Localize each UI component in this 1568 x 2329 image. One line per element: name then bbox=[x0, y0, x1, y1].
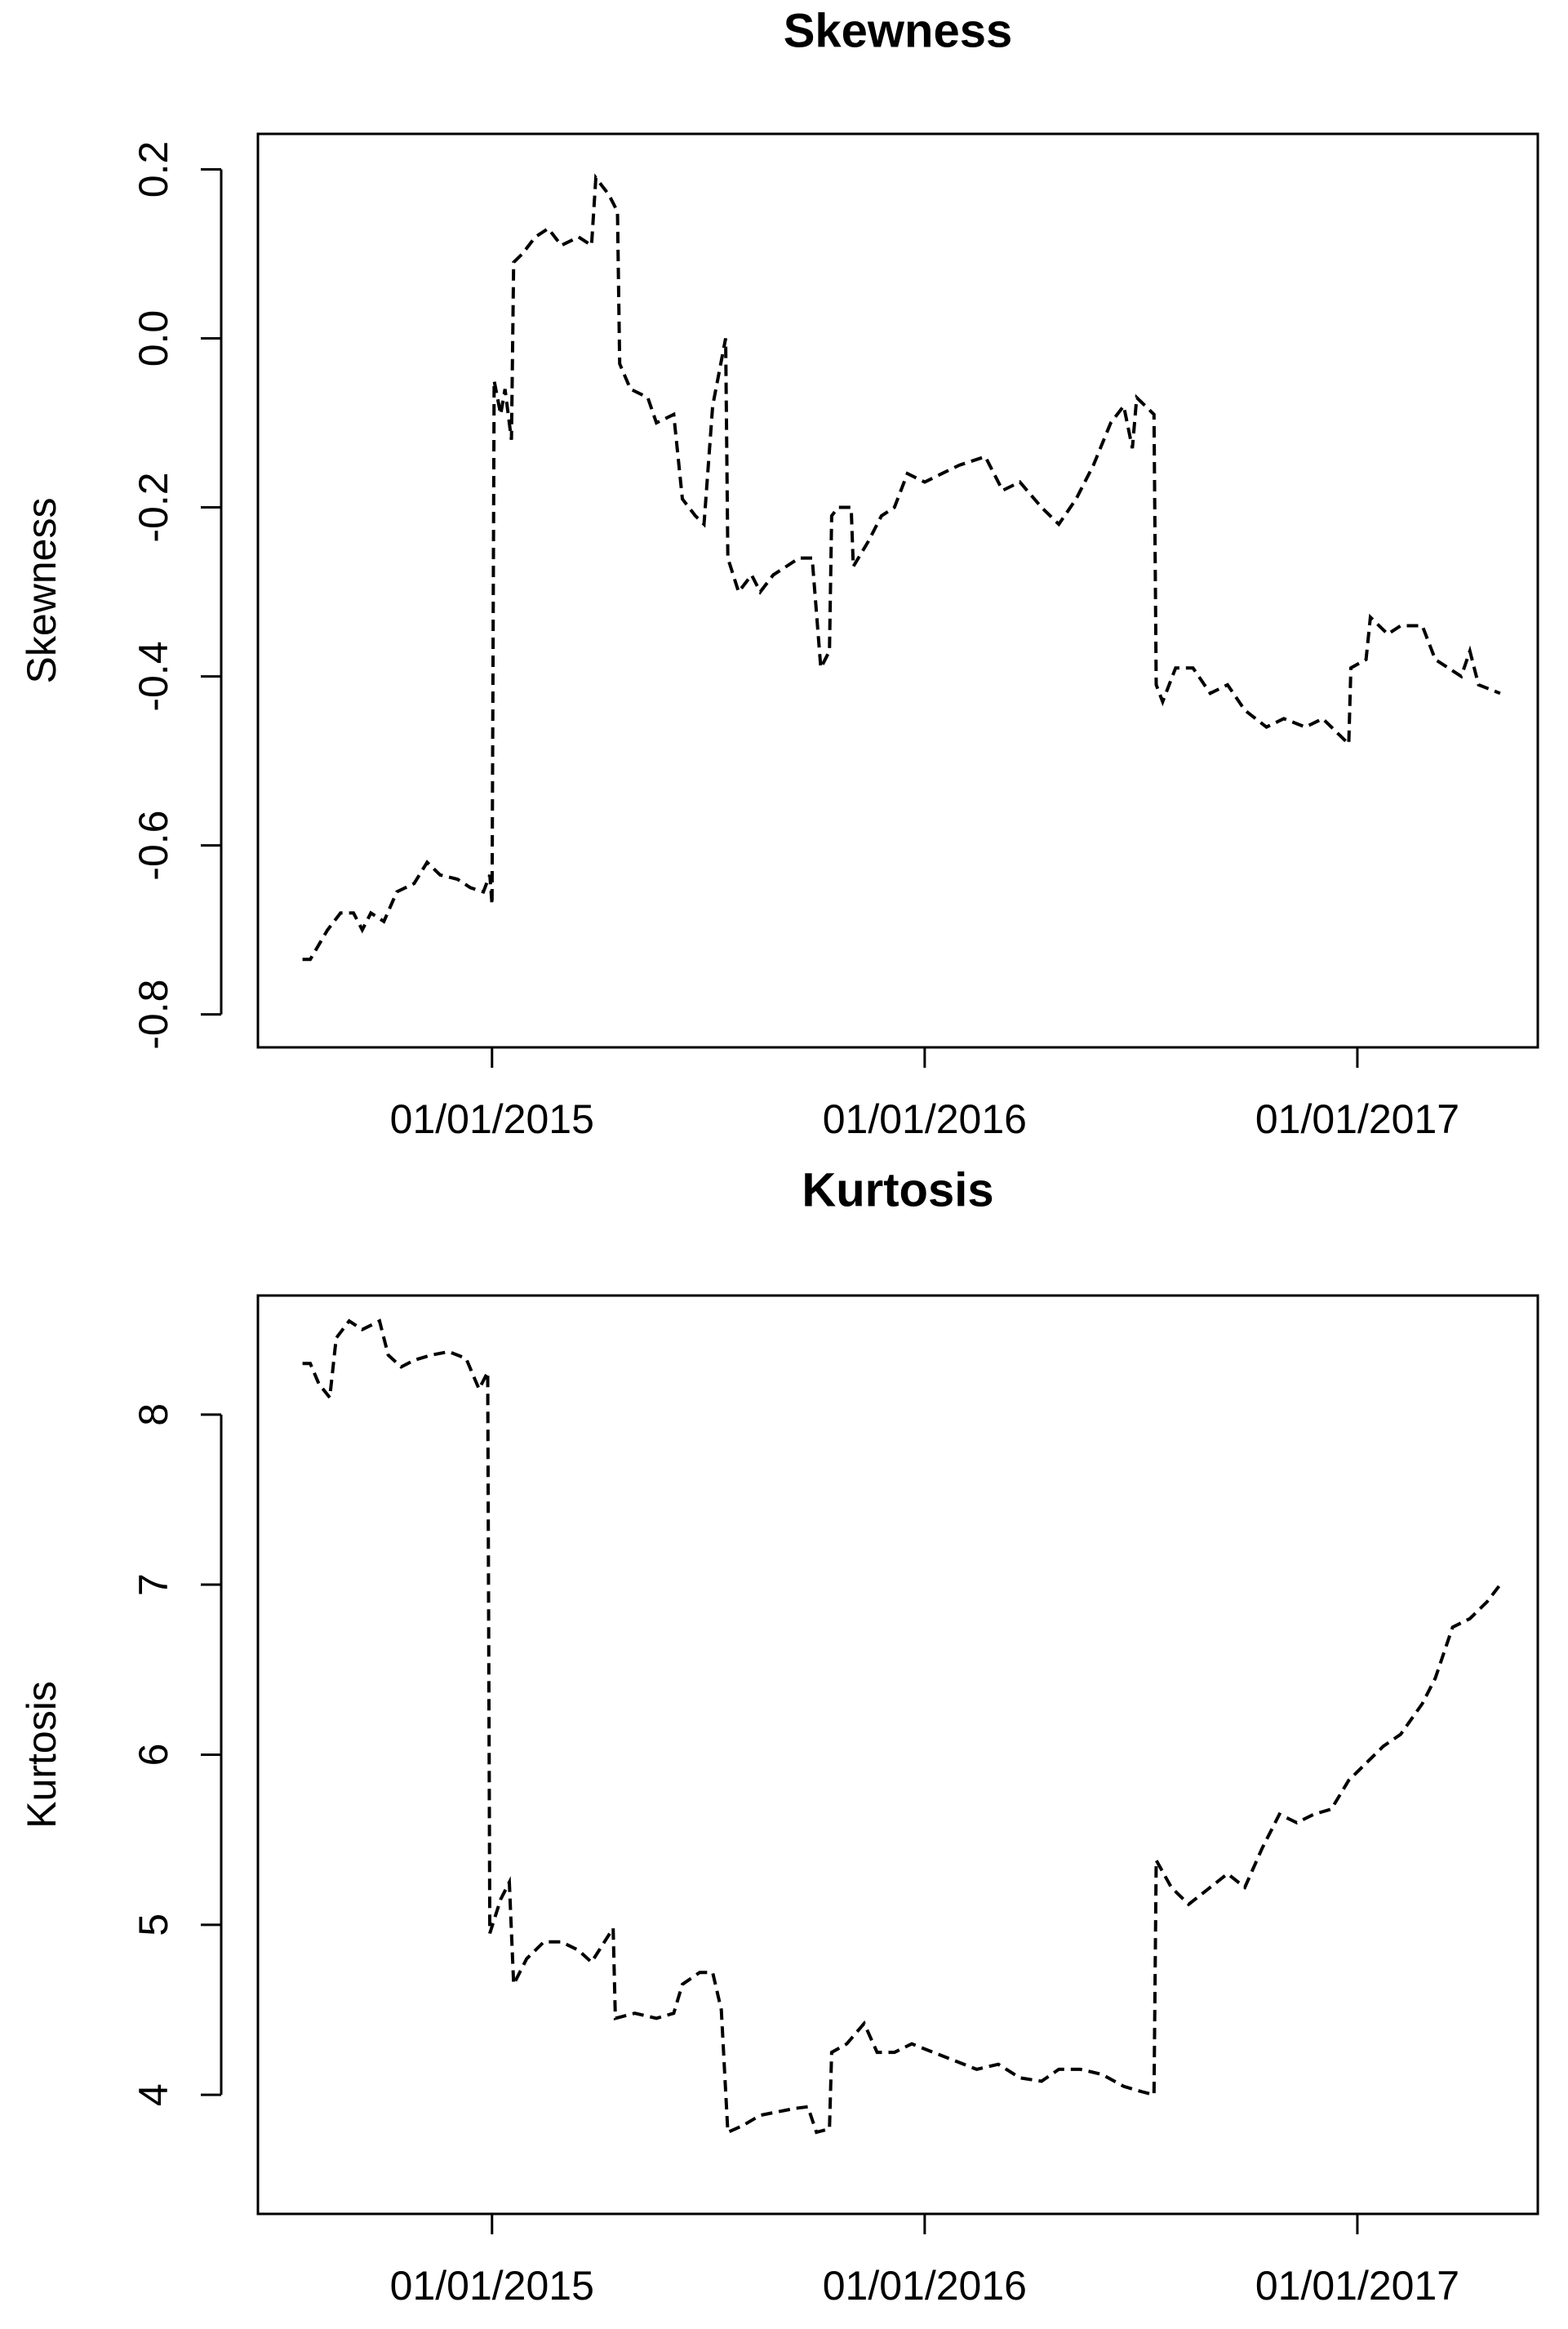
y-tick-label: -0.6 bbox=[131, 811, 176, 881]
y-tick-label: -0.4 bbox=[131, 641, 176, 711]
y-axis-label: Kurtosis bbox=[19, 1681, 64, 1829]
y-tick-label: 7 bbox=[131, 1573, 176, 1596]
chart-title: Kurtosis bbox=[802, 1163, 993, 1216]
x-tick-label: 01/01/2015 bbox=[390, 2263, 594, 2309]
y-tick-label: 0.2 bbox=[131, 141, 176, 198]
x-tick-label: 01/01/2015 bbox=[390, 1096, 594, 1142]
y-tick-label: 4 bbox=[131, 2083, 176, 2106]
x-tick-label: 01/01/2017 bbox=[1255, 2263, 1459, 2309]
y-tick-label: 5 bbox=[131, 1913, 176, 1936]
x-tick-label: 01/01/2016 bbox=[823, 1096, 1027, 1142]
y-tick-label: -0.8 bbox=[131, 980, 176, 1050]
data-line bbox=[302, 173, 1501, 962]
y-tick-label: -0.2 bbox=[131, 472, 176, 542]
plot-frame bbox=[256, 132, 1539, 1049]
y-tick-label: 0.0 bbox=[131, 310, 176, 367]
y-tick-label: 6 bbox=[131, 1744, 176, 1767]
x-tick-label: 01/01/2016 bbox=[823, 2263, 1027, 2309]
plot-frame bbox=[256, 1294, 1539, 2216]
y-axis-label: Skewness bbox=[19, 498, 64, 684]
y-tick-label: 8 bbox=[131, 1403, 176, 1426]
chart-title: Skewness bbox=[784, 4, 1013, 57]
x-tick-label: 01/01/2017 bbox=[1255, 1096, 1459, 1142]
data-line bbox=[302, 1318, 1502, 2136]
